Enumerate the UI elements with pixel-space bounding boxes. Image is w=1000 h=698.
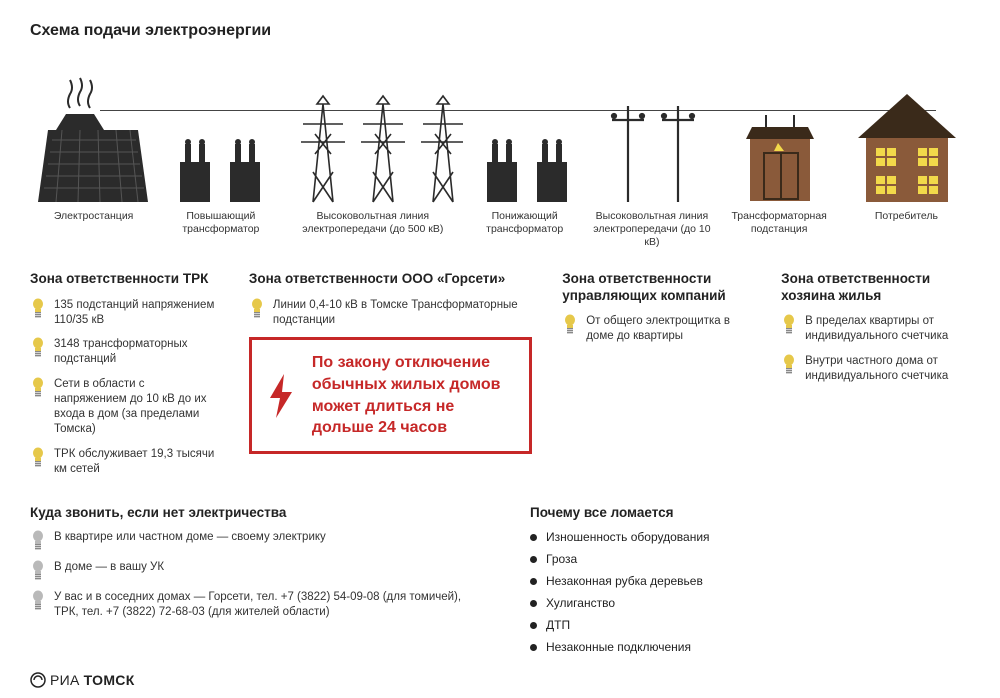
logo-suffix: ТОМСК bbox=[84, 672, 135, 688]
logo-prefix: РИА bbox=[50, 672, 80, 688]
call-item: В доме — в вашу УК bbox=[30, 560, 470, 582]
zone-item: От общего электрощитка в доме до квартир… bbox=[562, 314, 751, 344]
breaks-list: Изношенность оборудования Гроза Незаконная… bbox=[530, 530, 970, 654]
stage-label: Высоковольтная линияэлектропередачи (до … bbox=[285, 210, 462, 249]
stage-stepdown-transformer bbox=[463, 104, 590, 204]
stage-label: Потребитель bbox=[843, 210, 970, 249]
bolt-icon bbox=[264, 372, 298, 420]
breaks-item: Незаконные подключения bbox=[530, 640, 970, 654]
zone-item: В пределах квартиры от индивидуального с… bbox=[781, 314, 970, 344]
zone-title: Зона ответственности ТРК bbox=[30, 271, 219, 287]
zones-row: Зона ответственности ТРК 135 подстанций … bbox=[30, 271, 970, 487]
stage-label: Трансформаторнаяподстанция bbox=[716, 210, 843, 249]
bulb-icon bbox=[30, 337, 46, 359]
bulb-icon bbox=[781, 354, 797, 376]
house-icon bbox=[852, 84, 962, 204]
bulb-icon bbox=[30, 377, 46, 399]
call-item: У вас и в соседних домах — Горсети, тел.… bbox=[30, 590, 470, 620]
zone: Зона ответственности управляющих компани… bbox=[562, 271, 751, 487]
bulb-icon bbox=[30, 590, 46, 612]
breaks-item: Хулиганство bbox=[530, 596, 970, 610]
stage-label: Высоковольтная линияэлектропередачи (до … bbox=[588, 210, 715, 249]
bulb-icon bbox=[30, 447, 46, 469]
call-column: Куда звонить, если нет электричества В к… bbox=[30, 505, 470, 662]
diagram-labels: ЭлектростанцияПовышающийтрансформаторВыс… bbox=[30, 210, 970, 249]
zone-list: От общего электрощитка в доме до квартир… bbox=[562, 314, 751, 344]
stage-lv-line bbox=[590, 94, 717, 204]
stage-stepup-transformer bbox=[157, 104, 284, 204]
zone-item: Внутри частного дома от индивидуального … bbox=[781, 354, 970, 384]
zone-item: 135 подстанций напряжением 110/35 кВ bbox=[30, 298, 219, 328]
call-item: В квартире или частном доме — своему эле… bbox=[30, 530, 470, 552]
breaks-item: Незаконная рубка деревьев bbox=[530, 574, 970, 588]
zone-item: 3148 трансформаторных подстанций bbox=[30, 337, 219, 367]
bulb-icon bbox=[562, 314, 578, 336]
transformer-icon bbox=[477, 104, 577, 204]
stage-powerplant bbox=[30, 74, 157, 204]
zone: Зона ответственности ООО «Горсети» Линии… bbox=[249, 271, 532, 487]
zone-title: Зона ответственности ООО «Горсети» bbox=[249, 271, 532, 287]
logo-icon bbox=[30, 672, 46, 688]
zone-title: Зона ответственности управляющих компани… bbox=[562, 271, 751, 303]
source-logo: РИАТОМСК bbox=[30, 672, 135, 688]
bulb-icon bbox=[30, 298, 46, 320]
stage-substation bbox=[717, 109, 844, 204]
bulb-icon bbox=[30, 530, 46, 552]
zone-item: ТРК обслуживает 19,3 тысячи км сетей bbox=[30, 447, 219, 477]
breaks-column: Почему все ломается Изношенность оборудо… bbox=[530, 505, 970, 662]
call-list: В квартире или частном доме — своему эле… bbox=[30, 530, 470, 620]
transformer-icon bbox=[170, 104, 270, 204]
page-title: Схема подачи электроэнергии bbox=[30, 22, 970, 40]
zone-list: В пределах квартиры от индивидуального с… bbox=[781, 314, 970, 384]
zone: Зона ответственности хозяина жилья В пре… bbox=[781, 271, 970, 487]
law-notice: По закону отключение обычных жилых домов… bbox=[249, 337, 532, 453]
breaks-item: ДТП bbox=[530, 618, 970, 632]
powerplant-icon bbox=[38, 74, 148, 204]
stage-label: Повышающийтрансформатор bbox=[157, 210, 284, 249]
zone-list: Линии 0,4-10 кВ в Томске Трансформаторны… bbox=[249, 298, 532, 328]
stage-label: Понижающийтрансформатор bbox=[461, 210, 588, 249]
breaks-item: Изношенность оборудования bbox=[530, 530, 970, 544]
zone: Зона ответственности ТРК 135 подстанций … bbox=[30, 271, 219, 487]
bottom-row: Куда звонить, если нет электричества В к… bbox=[30, 505, 970, 662]
bulb-icon bbox=[249, 298, 265, 320]
zone-item: Линии 0,4-10 кВ в Томске Трансформаторны… bbox=[249, 298, 532, 328]
notice-text: По закону отключение обычных жилых домов… bbox=[312, 352, 513, 438]
pole-icon bbox=[598, 94, 708, 204]
breaks-item: Гроза bbox=[530, 552, 970, 566]
zone-list: 135 подстанций напряжением 110/35 кВ 314… bbox=[30, 298, 219, 477]
breaks-title: Почему все ломается bbox=[530, 505, 970, 520]
stage-hv-line bbox=[283, 84, 463, 204]
zone-item: Сети в области с напряжением до 10 кВ до… bbox=[30, 377, 219, 437]
bulb-icon bbox=[30, 560, 46, 582]
substation-icon bbox=[740, 109, 820, 204]
power-diagram bbox=[30, 54, 970, 204]
pylon-icon bbox=[283, 84, 463, 204]
bulb-icon bbox=[781, 314, 797, 336]
stage-house bbox=[843, 84, 970, 204]
stage-label: Электростанция bbox=[30, 210, 157, 249]
call-title: Куда звонить, если нет электричества bbox=[30, 505, 470, 520]
zone-title: Зона ответственности хозяина жилья bbox=[781, 271, 970, 303]
